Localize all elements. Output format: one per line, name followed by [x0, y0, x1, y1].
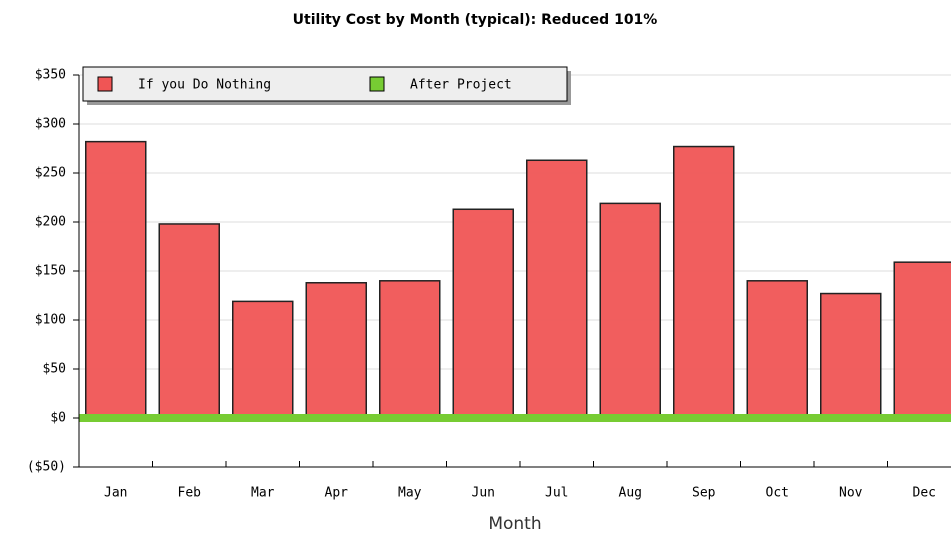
- bar: [152, 414, 226, 422]
- bar: [446, 414, 520, 422]
- bar: [740, 414, 814, 422]
- y-tick-label: ($50): [27, 460, 66, 475]
- x-tick-label: Sep: [692, 486, 716, 501]
- bar: [520, 414, 594, 422]
- chart-title: Utility Cost by Month (typical): Reduced…: [293, 12, 658, 28]
- bar: [158, 223, 220, 419]
- bar: [667, 414, 741, 422]
- y-tick-label: $150: [35, 264, 66, 279]
- y-tick-label: $200: [35, 215, 66, 230]
- bar: [79, 414, 153, 422]
- legend-swatch: [97, 76, 113, 92]
- x-tick-label: Apr: [325, 486, 349, 501]
- y-tick-label: $350: [35, 68, 66, 83]
- x-tick-label: Jul: [545, 486, 568, 501]
- x-tick-label: Nov: [839, 486, 863, 501]
- x-tick-label: Aug: [619, 486, 642, 501]
- bar: [379, 280, 441, 419]
- x-tick-label: Oct: [766, 486, 789, 501]
- x-tick-label: Jan: [104, 486, 127, 501]
- x-axis-label: Month: [488, 514, 541, 534]
- legend-swatch: [369, 76, 385, 92]
- bar: [820, 292, 882, 419]
- x-tick-label: Mar: [251, 486, 275, 501]
- bar: [299, 414, 373, 422]
- bar: [893, 261, 951, 419]
- bar: [887, 414, 951, 422]
- y-tick-label: $300: [35, 117, 66, 132]
- y-tick-label: $50: [43, 362, 66, 377]
- bar: [599, 202, 661, 419]
- y-tick-label: $250: [35, 166, 66, 181]
- bar: [814, 414, 888, 422]
- x-tick-label: May: [398, 486, 422, 501]
- legend-label: If you Do Nothing: [138, 78, 271, 93]
- bar: [526, 159, 588, 419]
- bar: [85, 140, 147, 419]
- bar: [305, 282, 367, 419]
- x-tick-label: Jun: [472, 486, 495, 501]
- bar: [232, 300, 294, 419]
- x-tick-label: Feb: [178, 486, 202, 501]
- bar: [673, 145, 735, 419]
- y-tick-label: $0: [50, 411, 66, 426]
- bar: [593, 414, 667, 422]
- bar: [452, 208, 514, 419]
- bar: [226, 414, 300, 422]
- legend-box: [82, 66, 568, 102]
- legend: If you Do Nothing After Project: [82, 66, 571, 105]
- bar: [746, 280, 808, 419]
- x-tick-label: Dec: [913, 486, 936, 501]
- bar: [373, 414, 447, 422]
- legend-label: After Project: [410, 78, 512, 93]
- y-tick-label: $100: [35, 313, 66, 328]
